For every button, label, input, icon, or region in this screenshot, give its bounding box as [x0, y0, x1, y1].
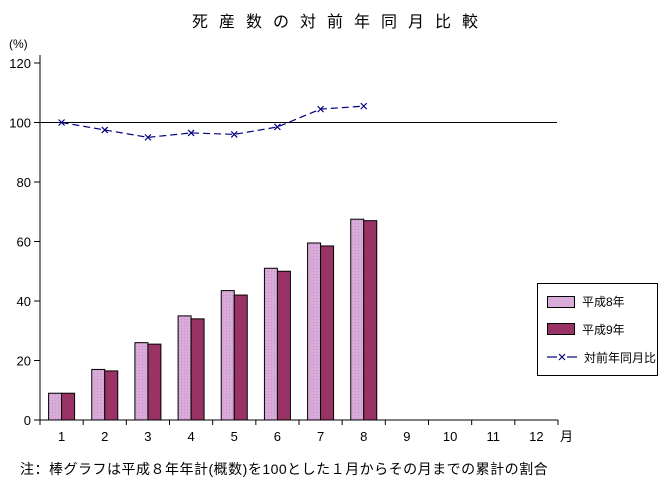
- bar-heisei8-month-7: [307, 242, 322, 421]
- x-tick-label-2: 2: [101, 429, 108, 444]
- line-marker-month-4: [187, 129, 195, 137]
- y-tick-label-60: 60: [17, 235, 31, 250]
- line-marker-month-8: [360, 102, 368, 110]
- x-tick-label-7: 7: [317, 429, 324, 444]
- x-tick-label-1: 1: [58, 429, 65, 444]
- x-tick-label-11: 11: [487, 429, 501, 444]
- bar-heisei8-month-3: [134, 342, 149, 421]
- bar-heisei9-month-1: [61, 392, 76, 421]
- chart-title: 死産数の対前年同月比較: [191, 14, 489, 31]
- legend-item-heisei9: 平成9年: [547, 321, 653, 338]
- legend-label-heisei9: 平成9年: [582, 322, 625, 337]
- x-tick-label-3: 3: [144, 429, 151, 444]
- legend-line-marker-icon: [547, 352, 577, 362]
- x-tick-label-12: 12: [529, 429, 543, 444]
- line-marker-month-1: [58, 119, 66, 126]
- line-marker-month-2: [101, 126, 109, 134]
- bar-heisei9-month-6: [276, 270, 291, 421]
- legend-item-heisei8: 平成8年: [547, 293, 653, 310]
- x-axis-unit-label: 月: [560, 429, 574, 444]
- bar-heisei8-month-5: [220, 290, 235, 421]
- x-tick-label-5: 5: [231, 429, 238, 444]
- x-tick-label-6: 6: [274, 429, 281, 444]
- line-series-yoy: [61, 105, 364, 138]
- bar-heisei9-month-5: [233, 294, 248, 421]
- bar-heisei8-month-8: [350, 218, 365, 421]
- legend-label-heisei8: 平成8年: [582, 295, 625, 310]
- line-marker-month-3: [144, 133, 152, 141]
- legend-swatch-heisei9: [547, 323, 575, 336]
- y-tick-label-40: 40: [17, 294, 31, 309]
- y-axis-unit-label: (%): [9, 37, 28, 51]
- bar-heisei9-month-7: [320, 245, 335, 421]
- legend-label-line: 対前年同月比: [584, 350, 657, 365]
- x-tick-label-8: 8: [360, 429, 367, 444]
- y-tick-label-20: 20: [17, 354, 31, 369]
- bar-heisei8-month-2: [91, 368, 106, 421]
- footnote: 注：棒グラフは平成８年年計(概数)を100とした１月からその月までの累計の割合: [20, 461, 549, 477]
- y-tick-label-120: 120: [9, 56, 31, 71]
- x-tick-label-9: 9: [403, 429, 410, 444]
- bar-heisei8-month-1: [48, 392, 63, 421]
- y-tick-label-80: 80: [17, 175, 31, 190]
- line-marker-month-5: [230, 130, 238, 138]
- legend-item-line: 対前年同月比: [547, 349, 657, 366]
- line-marker-month-7: [317, 105, 325, 113]
- line-marker-month-6: [273, 123, 281, 131]
- x-tick-label-10: 10: [443, 429, 457, 444]
- legend: 平成8年 平成9年 対前年同月比: [537, 283, 658, 376]
- y-tick-label-0: 0: [24, 413, 31, 428]
- bar-heisei8-month-4: [177, 315, 192, 421]
- bar-heisei9-month-2: [104, 370, 119, 421]
- legend-swatch-heisei8: [547, 295, 575, 308]
- bar-heisei8-month-6: [263, 267, 278, 421]
- bar-heisei9-month-4: [190, 318, 205, 421]
- y-tick-label-100: 100: [9, 116, 31, 131]
- bar-heisei9-month-3: [147, 343, 162, 421]
- bar-heisei9-month-8: [363, 220, 378, 421]
- x-tick-label-4: 4: [187, 429, 194, 444]
